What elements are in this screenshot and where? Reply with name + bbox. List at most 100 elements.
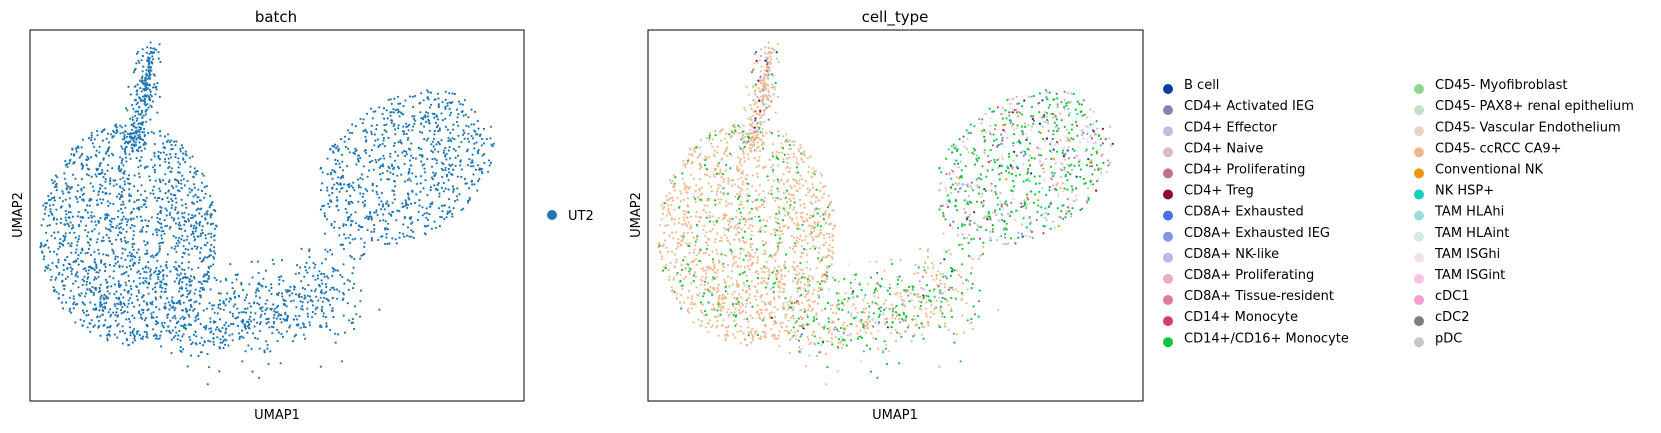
batch-point — [179, 346, 182, 349]
batch-point — [367, 216, 370, 219]
batch-point — [127, 218, 130, 221]
batch-point — [192, 235, 195, 238]
batch-point — [151, 189, 154, 192]
batch-point — [206, 352, 209, 356]
batch-point — [217, 303, 220, 307]
batch-point — [380, 200, 383, 203]
batch-point — [325, 218, 328, 221]
cell-type-point — [1080, 207, 1084, 210]
batch-point — [295, 318, 298, 321]
cell-type-point — [686, 231, 690, 234]
batch-point — [348, 215, 351, 218]
cell-type-point — [970, 238, 973, 241]
cell-type-point — [691, 231, 694, 234]
cell-type-point — [796, 236, 799, 239]
cell-type-point — [926, 266, 930, 269]
batch-point — [477, 149, 480, 152]
batch-point — [124, 241, 128, 244]
cell-type-point — [869, 370, 873, 373]
batch-point — [151, 233, 155, 236]
batch-point — [430, 202, 434, 206]
batch-point — [392, 190, 396, 193]
batch-point — [370, 149, 373, 152]
cell-type-point — [793, 261, 796, 264]
batch-point — [173, 140, 176, 143]
batch-legend-marker — [547, 210, 557, 220]
batch-point — [158, 245, 161, 248]
cell-type-point — [720, 239, 723, 242]
batch-point — [256, 287, 259, 290]
cell-type-point — [1017, 236, 1020, 239]
batch-point — [359, 117, 362, 121]
batch-point — [370, 218, 373, 221]
cell-type-point — [702, 208, 705, 211]
batch-point — [297, 323, 300, 326]
batch-point — [59, 221, 63, 224]
batch-point — [192, 195, 195, 198]
cell-type-point — [764, 82, 767, 85]
batch-point — [135, 295, 138, 298]
batch-point — [407, 196, 410, 199]
batch-point — [437, 103, 440, 106]
batch-point — [110, 152, 113, 155]
batch-point — [72, 307, 75, 310]
batch-point — [145, 206, 148, 209]
batch-point — [331, 187, 334, 190]
batch-point — [335, 205, 338, 208]
cell-type-point — [858, 311, 862, 314]
cell-type-point — [1093, 168, 1096, 171]
batch-point — [199, 322, 202, 326]
batch-point — [86, 326, 89, 329]
batch-point — [360, 237, 363, 240]
batch-point — [179, 150, 182, 153]
batch-point — [468, 196, 471, 199]
batch-point — [311, 300, 314, 303]
batch-point — [396, 165, 400, 168]
batch-point — [421, 131, 424, 134]
cell-type-point — [723, 227, 726, 230]
batch-point — [159, 134, 162, 137]
batch-point — [184, 150, 187, 153]
batch-point — [76, 271, 79, 274]
batch-point — [134, 256, 137, 259]
batch-point — [90, 138, 93, 142]
batch-point — [121, 187, 124, 190]
cell-type-point — [851, 305, 854, 308]
cell-type-point — [779, 322, 782, 325]
batch-point — [139, 215, 142, 218]
cell-type-point — [1045, 224, 1048, 227]
batch-point — [373, 133, 376, 136]
cell-type-point — [762, 76, 765, 80]
cell-type-point — [1105, 170, 1109, 173]
batch-point — [107, 204, 110, 207]
cell-type-point — [1030, 230, 1033, 233]
cell-type-point — [788, 156, 791, 159]
cell-type-point — [961, 224, 964, 228]
batch-point — [151, 55, 154, 58]
batch-point — [104, 218, 107, 221]
batch-point — [86, 211, 89, 214]
batch-point — [371, 189, 374, 192]
batch-point — [125, 145, 128, 148]
batch-point — [199, 234, 202, 237]
cell-type-point — [739, 247, 742, 250]
cell-type-point — [795, 161, 798, 164]
batch-point — [155, 298, 158, 301]
batch-point — [64, 198, 67, 201]
batch-point — [139, 316, 142, 319]
batch-point — [277, 331, 280, 334]
batch-point — [210, 213, 213, 216]
cell-type-point — [793, 178, 796, 182]
batch-point — [147, 106, 150, 109]
batch-point — [176, 269, 179, 272]
cell-type-point — [894, 306, 897, 309]
batch-point — [442, 151, 445, 155]
batch-point — [95, 224, 98, 227]
cell-type-point — [718, 261, 721, 264]
batch-point — [263, 351, 266, 354]
batch-point — [457, 112, 460, 116]
batch-point — [147, 69, 150, 73]
batch-point — [352, 181, 355, 184]
batch-point — [105, 253, 108, 257]
cell-type-point — [965, 302, 968, 305]
